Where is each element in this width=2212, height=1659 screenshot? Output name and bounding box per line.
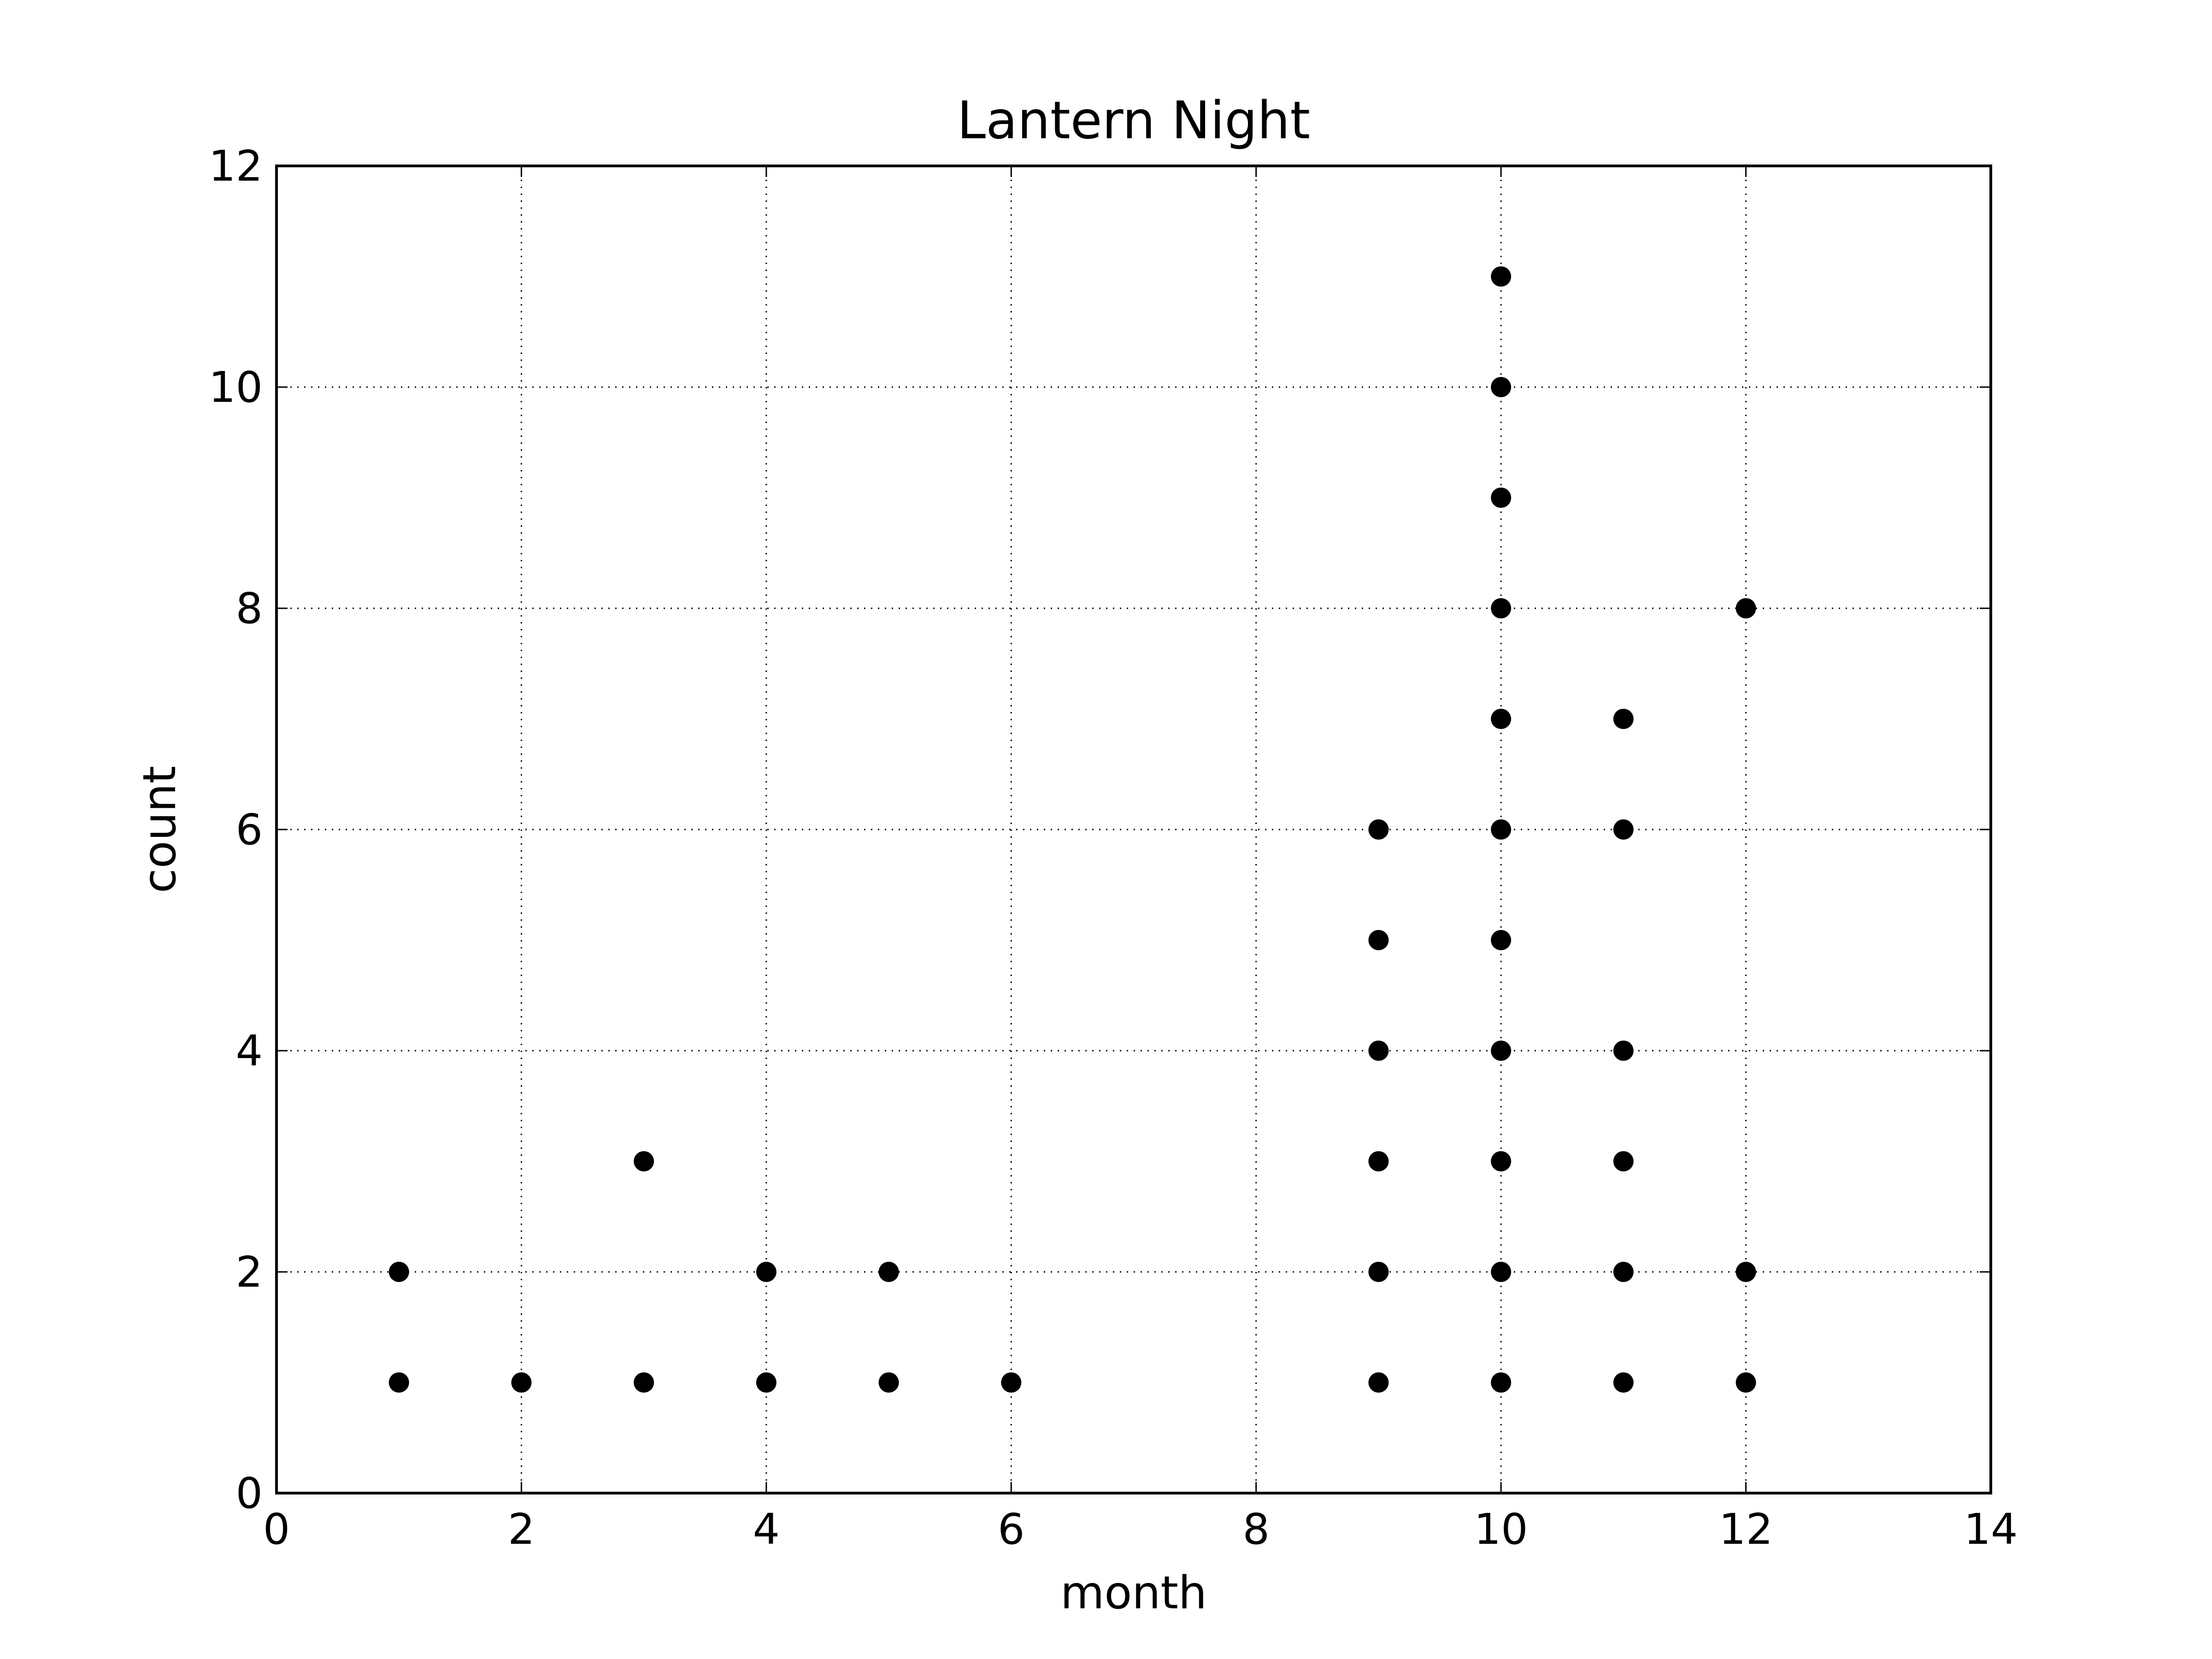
x-tick-label: 0 <box>263 1505 290 1554</box>
data-point <box>1491 377 1512 397</box>
grid <box>276 166 1991 1493</box>
data-point <box>1491 930 1512 950</box>
x-tick-label: 8 <box>1242 1505 1270 1554</box>
x-tick-label: 2 <box>508 1505 535 1554</box>
data-point <box>1491 488 1512 508</box>
data-point <box>388 1262 409 1282</box>
x-tick-label: 10 <box>1474 1505 1528 1554</box>
data-point <box>1491 1372 1512 1393</box>
data-point <box>1368 1372 1389 1393</box>
data-point <box>1613 1262 1634 1282</box>
data-point <box>1491 1041 1512 1061</box>
data-point <box>634 1151 654 1171</box>
data-point <box>388 1372 409 1393</box>
data-point <box>1613 1041 1634 1061</box>
data-point <box>1491 266 1512 287</box>
data-point <box>634 1372 654 1393</box>
data-point <box>1613 1151 1634 1171</box>
x-tick-label: 12 <box>1719 1505 1773 1554</box>
data-point <box>1613 819 1634 840</box>
data-point <box>1001 1372 1022 1393</box>
x-tick-label: 14 <box>1964 1505 2018 1554</box>
data-point <box>1613 709 1634 729</box>
y-tick-label: 8 <box>235 584 263 633</box>
data-point <box>1368 819 1389 840</box>
x-tick-label: 6 <box>998 1505 1025 1554</box>
data-point <box>1491 709 1512 729</box>
data-point <box>1735 598 1756 618</box>
data-point <box>756 1372 777 1393</box>
data-point <box>511 1372 532 1393</box>
y-tick-label: 6 <box>235 805 263 854</box>
data-points <box>388 266 1756 1393</box>
data-point <box>878 1372 899 1393</box>
data-point <box>1613 1372 1634 1393</box>
y-tick-label: 0 <box>235 1469 263 1518</box>
data-point <box>1735 1372 1756 1393</box>
axis-ticks: 0 2 4 6 8 10 12 14 0 2 4 6 8 10 12 <box>209 141 2018 1554</box>
x-tick-label: 4 <box>753 1505 780 1554</box>
y-tick-label: 4 <box>235 1026 263 1076</box>
y-axis-label: count <box>134 766 186 894</box>
data-point <box>1368 1262 1389 1282</box>
data-point <box>1491 1151 1512 1171</box>
data-point <box>1368 1041 1389 1061</box>
data-point <box>1491 1262 1512 1282</box>
chart-title: Lantern Night <box>957 91 1310 151</box>
data-point <box>878 1262 899 1282</box>
y-tick-label: 10 <box>209 363 263 412</box>
y-tick-label: 2 <box>235 1247 263 1297</box>
y-tick-label: 12 <box>209 141 263 191</box>
x-axis-label: month <box>1060 1567 1207 1619</box>
data-point <box>1368 1151 1389 1171</box>
data-point <box>1491 819 1512 840</box>
data-point <box>1491 598 1512 618</box>
data-point <box>1735 1262 1756 1282</box>
data-point <box>756 1262 777 1282</box>
data-point <box>1368 930 1389 950</box>
